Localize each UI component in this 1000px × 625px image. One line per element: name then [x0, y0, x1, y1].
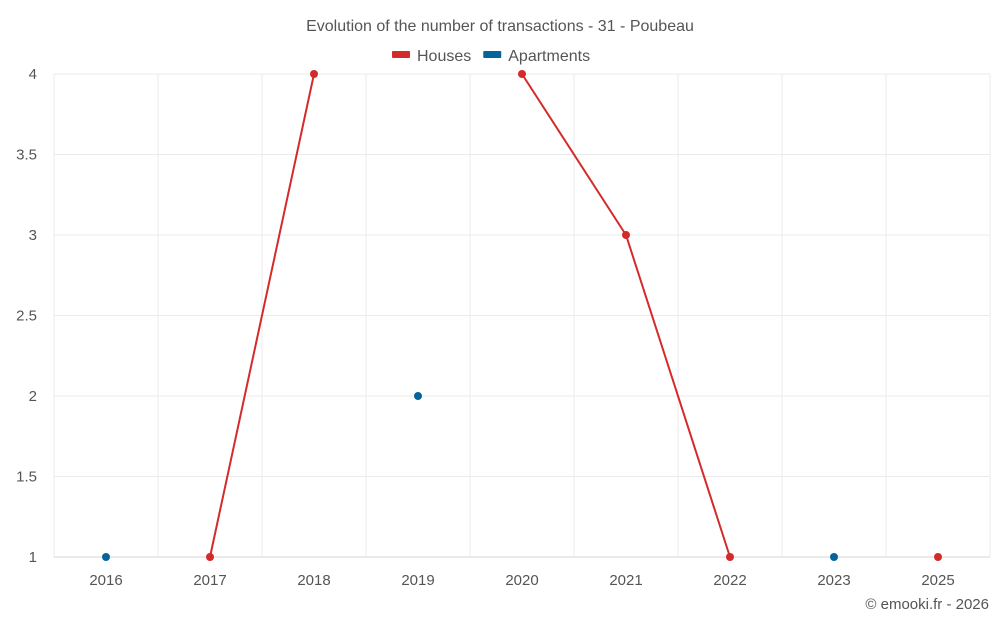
- x-tick-label: 2022: [713, 572, 746, 589]
- x-tick-label: 2017: [193, 572, 226, 589]
- x-tick-label: 2020: [505, 572, 538, 589]
- x-tick-label: 2021: [609, 572, 642, 589]
- legend-item-houses[interactable]: Houses: [392, 48, 471, 65]
- legend-item-apartments[interactable]: Apartments: [483, 48, 590, 65]
- y-axis-ticks: 1 1.5 2 2.5 3 3.5 4: [16, 66, 37, 566]
- credit-text[interactable]: © emooki.fr - 2026: [865, 596, 989, 613]
- y-tick-label: 1.5: [16, 469, 37, 486]
- x-tick-label: 2025: [921, 572, 954, 589]
- legend-label: Houses: [417, 48, 471, 65]
- x-tick-label: 2023: [817, 572, 850, 589]
- data-point-apartments[interactable]: [102, 553, 110, 561]
- x-tick-label: 2019: [401, 572, 434, 589]
- x-axis-ticks: 2016 2017 2018 2019 2020 2021 2022 2023 2025: [89, 572, 954, 589]
- x-tick-label: 2018: [297, 572, 330, 589]
- series-layer: [102, 70, 942, 561]
- data-point-houses[interactable]: [934, 553, 942, 561]
- data-point-houses[interactable]: [206, 553, 214, 561]
- series-line-houses: [209, 73, 315, 558]
- legend-label: Apartments: [508, 48, 590, 65]
- y-tick-label: 3: [29, 227, 37, 244]
- legend-swatch: [483, 51, 502, 58]
- y-tick-label: 4: [29, 66, 37, 83]
- series-apartments: [102, 392, 838, 561]
- data-point-houses[interactable]: [518, 70, 526, 78]
- y-tick-label: 2.5: [16, 308, 37, 325]
- y-tick-label: 1: [29, 549, 37, 566]
- chart-title: Evolution of the number of transactions …: [306, 18, 694, 35]
- data-point-houses[interactable]: [310, 70, 318, 78]
- data-point-apartments[interactable]: [830, 553, 838, 561]
- data-point-apartments[interactable]: [414, 392, 422, 400]
- x-tick-label: 2016: [89, 572, 122, 589]
- y-tick-label: 2: [29, 388, 37, 405]
- series-houses: [206, 70, 942, 561]
- data-point-houses[interactable]: [622, 231, 630, 239]
- legend-swatch: [392, 51, 410, 58]
- legend[interactable]: Houses Apartments: [392, 48, 590, 65]
- y-tick-label: 3.5: [16, 147, 37, 164]
- grid: [53, 73, 991, 558]
- data-point-houses[interactable]: [726, 553, 734, 561]
